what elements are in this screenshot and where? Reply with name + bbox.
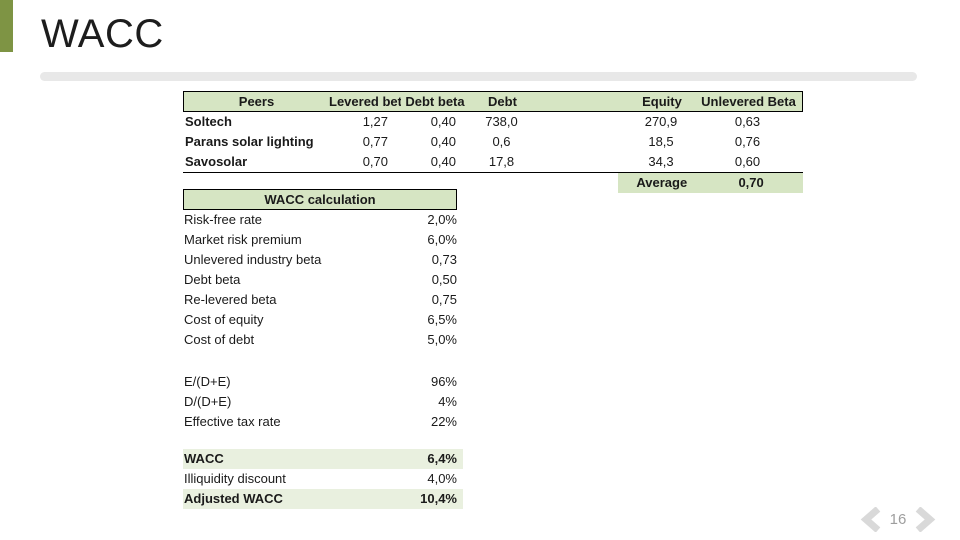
calc-value: 10,4% bbox=[420, 491, 457, 506]
calc-value: 96% bbox=[430, 374, 457, 389]
calc-value: 4% bbox=[438, 394, 457, 409]
wacc-result-row: WACC 6,4% bbox=[183, 449, 463, 469]
unlevered-beta-value: 0,63 bbox=[734, 114, 761, 129]
calc-label: Debt beta bbox=[184, 272, 241, 287]
calc-value: 0,73 bbox=[431, 252, 457, 267]
equity-value: 18,5 bbox=[648, 134, 674, 149]
column-header-peers: Peers bbox=[238, 94, 275, 109]
column-header-equity: Equity bbox=[642, 94, 682, 109]
column-header-unlevered-beta: Unlevered Beta bbox=[701, 94, 796, 109]
chevron-right-icon[interactable] bbox=[912, 507, 938, 532]
peers-table: Peers Levered beta Debt beta Debt Equity… bbox=[183, 91, 803, 193]
levered-beta-value: 0,70 bbox=[362, 154, 388, 169]
calc-row: Debt beta 0,50 bbox=[183, 270, 463, 290]
calc-row: Illiquidity discount 4,0% bbox=[183, 469, 463, 489]
calc-value: 6,5% bbox=[427, 312, 457, 327]
calc-value: 0,75 bbox=[431, 292, 457, 307]
calc-value: 0,50 bbox=[431, 272, 457, 287]
debt-beta-value: 0,40 bbox=[430, 154, 456, 169]
peer-name: Savosolar bbox=[185, 154, 248, 169]
unlevered-beta-value: 0,76 bbox=[734, 134, 761, 149]
calc-label: Effective tax rate bbox=[184, 414, 281, 429]
debt-beta-value: 0,40 bbox=[430, 114, 456, 129]
calc-value: 6,4% bbox=[427, 451, 457, 466]
debt-value: 17,8 bbox=[488, 154, 515, 169]
calc-row: D/(D+E) 4% bbox=[183, 392, 463, 412]
table-row: Savosolar 0,70 0,40 17,8 34,3 0,60 bbox=[183, 152, 803, 173]
equity-value: 34,3 bbox=[648, 154, 674, 169]
column-header-spacer bbox=[536, 92, 631, 111]
calc-label: E/(D+E) bbox=[184, 374, 231, 389]
accent-bar bbox=[0, 0, 13, 52]
average-highlight: Average 0,70 bbox=[618, 173, 803, 193]
calc-label: Cost of debt bbox=[184, 332, 255, 347]
calc-label: Risk-free rate bbox=[184, 212, 263, 227]
debt-value: 738,0 bbox=[485, 114, 518, 129]
calc-row: Cost of equity 6,5% bbox=[183, 310, 463, 330]
page-number: 16 bbox=[889, 511, 907, 528]
calc-label: Market risk premium bbox=[184, 232, 302, 247]
calc-row: Re-levered beta 0,75 bbox=[183, 290, 463, 310]
table-row: Soltech 1,27 0,40 738,0 270,9 0,63 bbox=[183, 112, 803, 132]
calc-label: Cost of equity bbox=[184, 312, 264, 327]
levered-beta-value: 0,77 bbox=[362, 134, 388, 149]
calc-row: Cost of debt 5,0% bbox=[183, 330, 463, 350]
table-row: Parans solar lighting 0,77 0,40 0,6 18,5… bbox=[183, 132, 803, 152]
column-header-levered-beta: Levered beta bbox=[329, 94, 401, 109]
calc-row: Market risk premium 6,0% bbox=[183, 230, 463, 250]
calc-row: Unlevered industry beta 0,73 bbox=[183, 250, 463, 270]
adjusted-wacc-result-row: Adjusted WACC 10,4% bbox=[183, 489, 463, 509]
equity-value: 270,9 bbox=[644, 114, 678, 129]
slide-navigation: 16 bbox=[858, 507, 938, 532]
average-label: Average bbox=[636, 175, 688, 190]
calc-row: E/(D+E) 96% bbox=[183, 372, 463, 392]
debt-value: 0,6 bbox=[492, 134, 511, 149]
slide-title: WACC bbox=[41, 12, 164, 56]
chevron-left-icon[interactable] bbox=[858, 507, 884, 532]
title-underline bbox=[40, 72, 917, 81]
levered-beta-value: 1,27 bbox=[362, 114, 388, 129]
column-header-debt: Debt bbox=[488, 94, 517, 109]
calc-row: Effective tax rate 22% bbox=[183, 412, 463, 432]
calc-value: 6,0% bbox=[427, 232, 457, 247]
calc-label: D/(D+E) bbox=[184, 394, 232, 409]
calc-value: 5,0% bbox=[427, 332, 457, 347]
calc-value: 4,0% bbox=[427, 471, 457, 486]
calc-value: 2,0% bbox=[427, 212, 457, 227]
wacc-calculation-header: WACC calculation bbox=[183, 189, 457, 210]
calc-label: Illiquidity discount bbox=[184, 471, 286, 486]
column-header-debt-beta: Debt beta bbox=[405, 94, 465, 109]
peer-name: Soltech bbox=[185, 114, 232, 129]
peers-table-header-row: Peers Levered beta Debt beta Debt Equity… bbox=[183, 91, 803, 112]
calc-label: Adjusted WACC bbox=[184, 491, 283, 506]
average-row: Average 0,70 bbox=[183, 173, 803, 193]
debt-beta-value: 0,40 bbox=[430, 134, 456, 149]
average-value: 0,70 bbox=[738, 175, 764, 190]
wacc-calculation-table: WACC calculation Risk-free rate 2,0% Mar… bbox=[183, 189, 463, 509]
unlevered-beta-value: 0,60 bbox=[734, 154, 761, 169]
calc-row: Risk-free rate 2,0% bbox=[183, 210, 463, 230]
peer-name: Parans solar lighting bbox=[185, 134, 314, 149]
calc-label: Re-levered beta bbox=[184, 292, 277, 307]
calc-label: WACC bbox=[184, 451, 224, 466]
calc-label: Unlevered industry beta bbox=[184, 252, 322, 267]
calc-value: 22% bbox=[430, 414, 457, 429]
